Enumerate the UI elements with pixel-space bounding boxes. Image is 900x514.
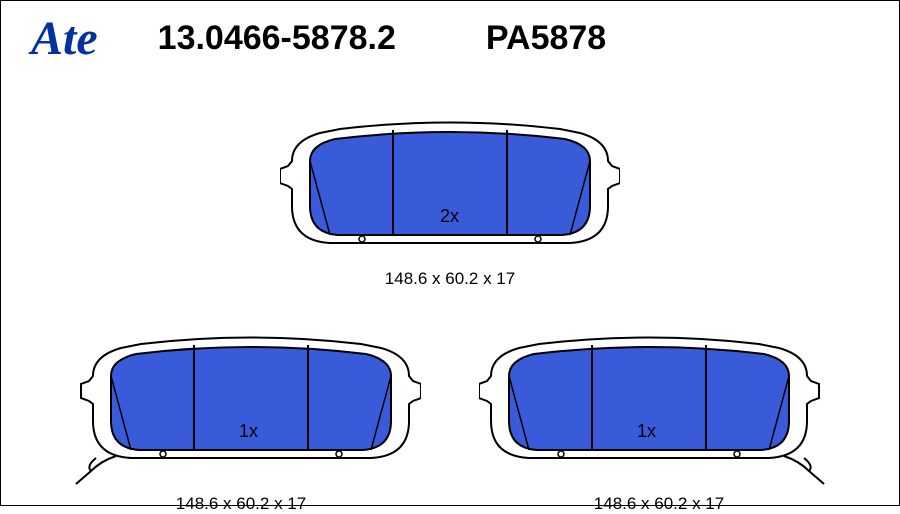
wear-indicator-icon [784,456,824,484]
wear-indicator-icon [76,456,116,484]
header: Ate 13.0466-5878.2 PA5878 [1,1,899,71]
dimensions-bl: 148.6 x 60.2 x 17 [61,494,421,514]
brand-logo: Ate [31,11,98,66]
diagram-area: 2x 148.6 x 60.2 x 17 1x 148.6 x 60.2 x 1… [1,71,899,511]
pa-code: PA5878 [486,19,606,58]
brake-pad-top: 2x 148.6 x 60.2 x 17 [280,111,620,289]
qty-label-top: 2x [440,206,459,227]
part-number: 13.0466-5878.2 [158,19,396,58]
brake-pad-shape-top [280,111,620,261]
dimensions-br: 148.6 x 60.2 x 17 [479,494,839,514]
brake-pad-bottom-right: 1x 148.6 x 60.2 x 17 [479,326,839,514]
dimensions-top: 148.6 x 60.2 x 17 [280,269,620,289]
brake-pad-shape-bl [61,326,421,486]
brake-pad-bottom-left: 1x 148.6 x 60.2 x 17 [61,326,421,514]
qty-label-br: 1x [637,421,656,442]
qty-label-bl: 1x [239,421,258,442]
brake-pad-shape-br [479,326,839,486]
